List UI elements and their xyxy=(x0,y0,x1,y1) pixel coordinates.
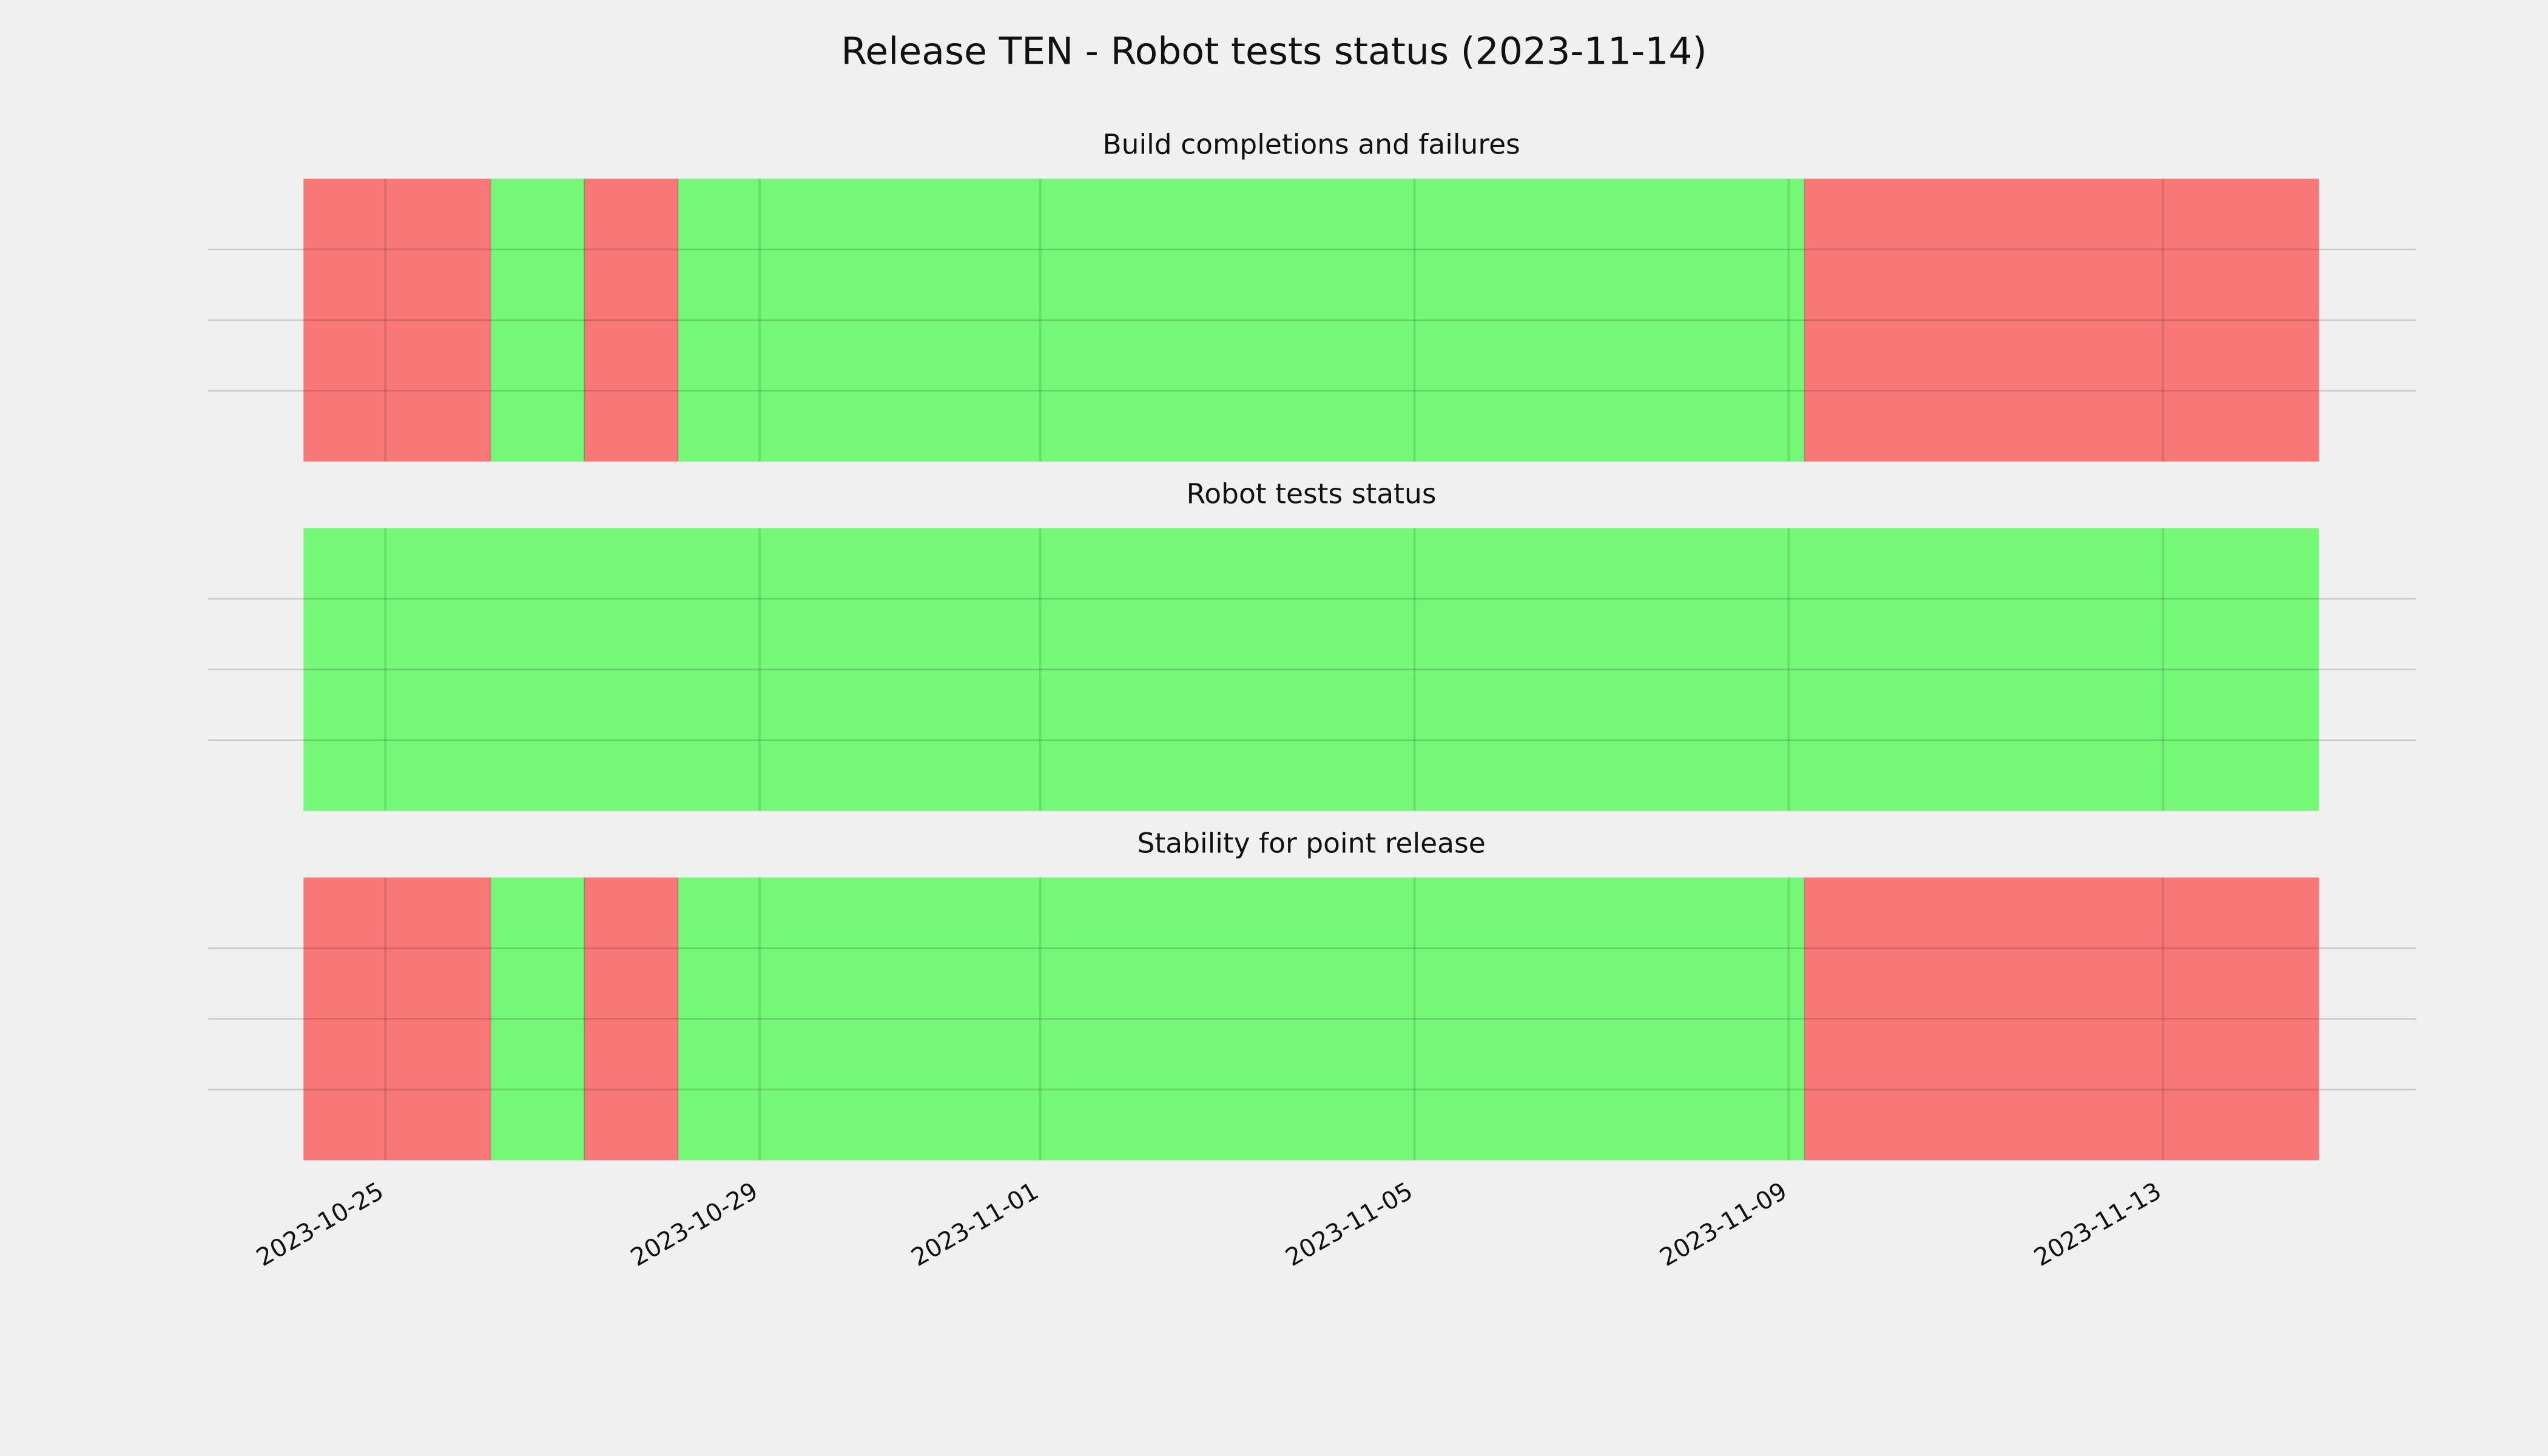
panel-title: Robot tests status xyxy=(1187,477,1437,510)
status-segment xyxy=(678,178,1805,462)
figure-title: Release TEN - Robot tests status (2023-1… xyxy=(841,29,1707,73)
status-segment xyxy=(584,877,678,1161)
panel-title: Build completions and failures xyxy=(1102,129,1520,161)
status-segment xyxy=(490,178,584,462)
status-segment xyxy=(584,178,678,462)
panel-title: Stability for point release xyxy=(1137,827,1485,859)
status-segment xyxy=(1804,877,2319,1161)
status-segment xyxy=(1804,178,2319,462)
status-segment xyxy=(303,877,491,1161)
status-segment xyxy=(303,178,491,462)
status-segment xyxy=(490,877,584,1161)
status-segment xyxy=(678,877,1805,1161)
status-segment xyxy=(303,528,2319,811)
